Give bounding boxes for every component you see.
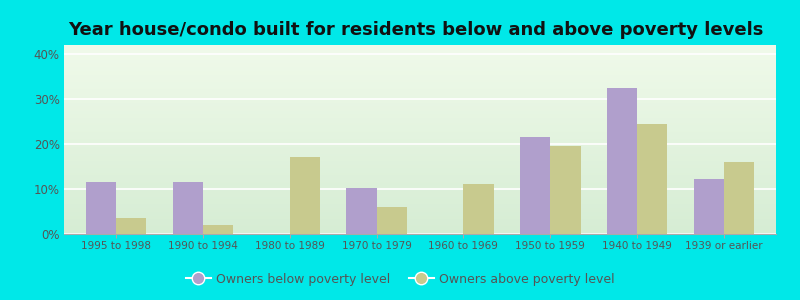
Bar (346, 188, 377, 234)
Text: Year house/condo built for residents below and above poverty levels: Year house/condo built for residents bel… (68, 21, 764, 39)
Bar (290, 157, 320, 234)
Bar (86, 182, 116, 234)
Bar (463, 184, 494, 234)
Bar (173, 182, 203, 234)
Bar (203, 225, 234, 234)
Legend: Owners below poverty level, Owners above poverty level: Owners below poverty level, Owners above… (181, 268, 619, 291)
Bar (694, 179, 724, 234)
Bar (550, 146, 581, 234)
Bar (377, 207, 407, 234)
Bar (606, 88, 637, 234)
Bar (637, 124, 667, 234)
Bar (116, 218, 146, 234)
Bar (520, 137, 550, 234)
Bar (724, 162, 754, 234)
